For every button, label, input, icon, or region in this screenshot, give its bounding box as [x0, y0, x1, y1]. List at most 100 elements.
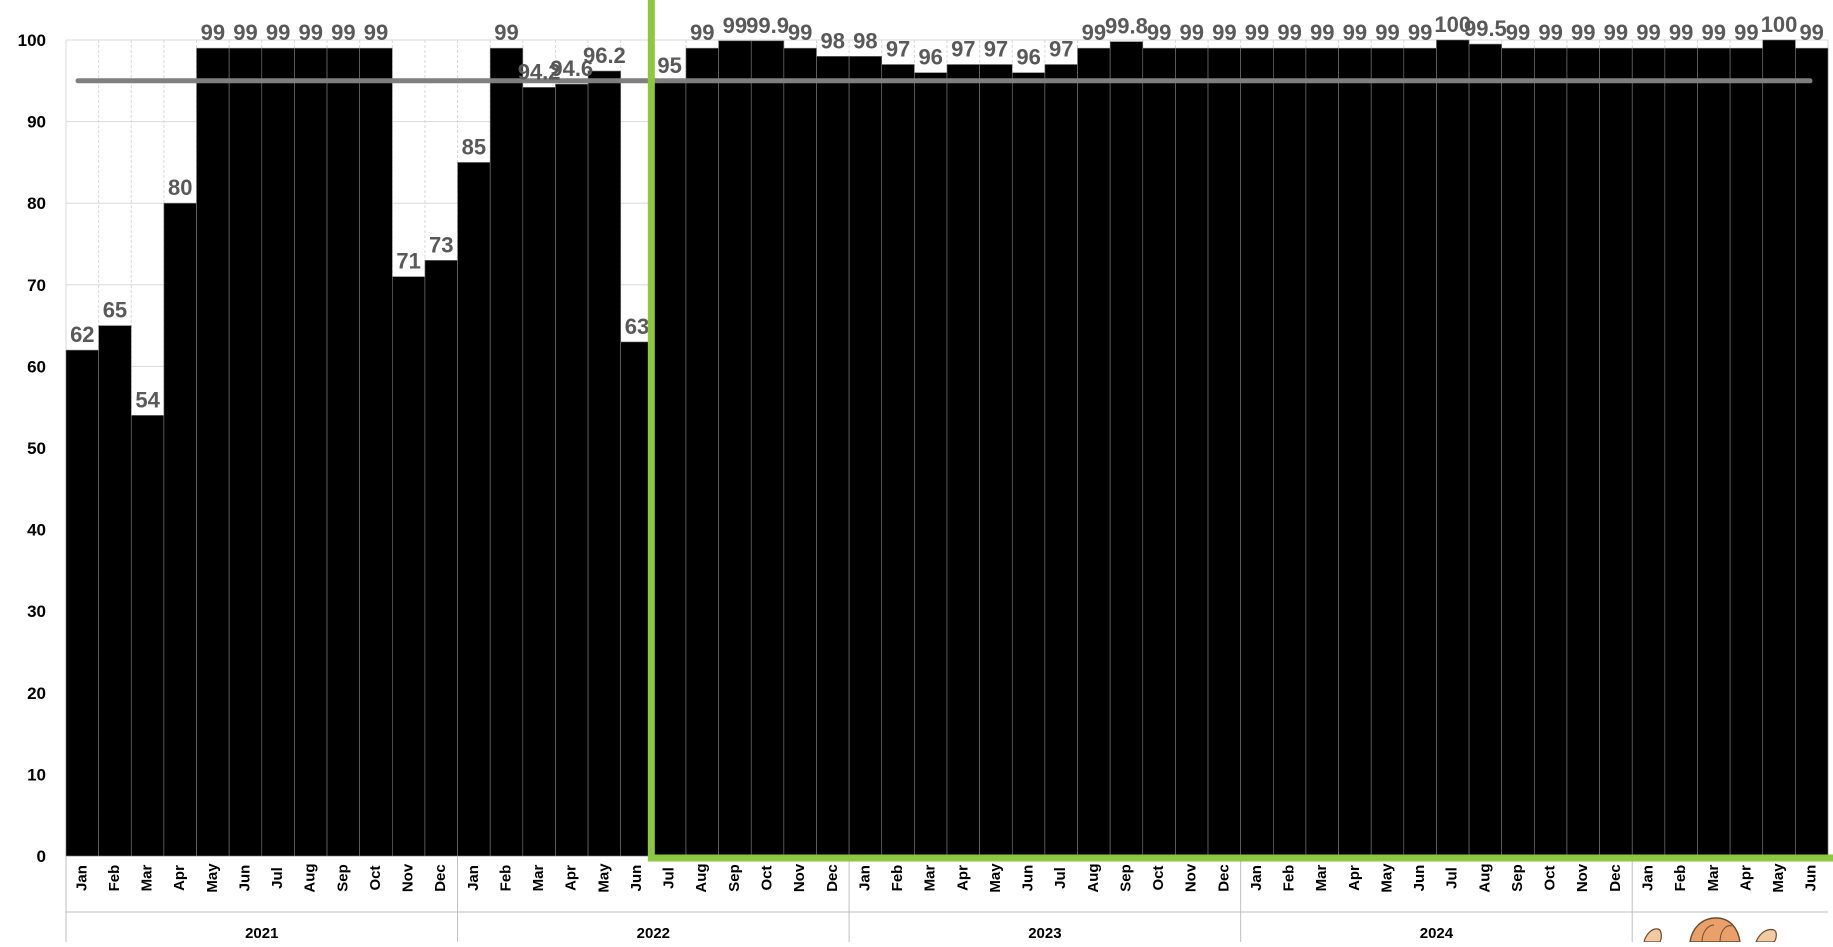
data-label: 80: [168, 175, 192, 200]
x-tick-label: Apr: [1346, 865, 1363, 891]
bar: [587, 70, 622, 857]
bar: [1240, 47, 1274, 857]
x-tick-label: May: [987, 863, 1004, 893]
x-tick-label: Oct: [367, 865, 384, 890]
x-tick-label: Mar: [1313, 865, 1330, 892]
y-tick-label: 70: [27, 276, 46, 295]
data-label: 99: [1669, 20, 1693, 45]
data-label: 62: [70, 322, 94, 347]
x-tick-label: Aug: [1476, 863, 1493, 892]
x-tick-label: Apr: [563, 865, 580, 891]
x-tick-label: Sep: [1509, 864, 1526, 892]
data-label: 96.2: [583, 43, 626, 68]
bar: [1305, 47, 1339, 857]
bar: [326, 47, 360, 857]
data-label: 99: [1636, 20, 1660, 45]
bar: [294, 47, 328, 857]
bar: [1175, 47, 1209, 857]
data-label: 99: [201, 20, 225, 45]
data-label: 99: [233, 20, 257, 45]
bar: [1011, 72, 1046, 857]
data-label: 71: [396, 249, 420, 274]
y-tick-label: 40: [27, 521, 46, 540]
x-tick-label: Jun: [1411, 865, 1428, 892]
x-tick-label: Jul: [1444, 867, 1461, 889]
bar: [1762, 39, 1796, 857]
data-label: 54: [135, 387, 160, 412]
y-tick-label: 60: [27, 357, 46, 376]
x-tick-label: Jul: [1052, 867, 1069, 889]
data-label: 96: [918, 45, 942, 70]
data-label: 99.8: [1105, 14, 1148, 39]
x-tick-label: Jan: [1640, 865, 1657, 891]
x-tick-label: Oct: [1150, 865, 1167, 890]
bar: [1566, 47, 1600, 857]
x-tick-label: Jul: [269, 867, 286, 889]
data-label: 99: [690, 20, 714, 45]
x-tick-label: Feb: [889, 865, 906, 892]
bar: [914, 72, 948, 857]
bar: [196, 47, 230, 857]
x-tick-label: Aug: [302, 863, 319, 892]
bar: [783, 47, 817, 857]
y-tick-label: 90: [27, 113, 46, 132]
bar: [1077, 47, 1111, 857]
x-tick-label: Jun: [1803, 865, 1820, 892]
bar: [1468, 43, 1503, 857]
x-tick-label: Nov: [791, 863, 808, 892]
data-label: 99: [1506, 20, 1530, 45]
bar: [750, 40, 785, 857]
bar: [261, 47, 295, 857]
data-label: 100: [1761, 12, 1798, 37]
data-label: 97: [886, 36, 910, 61]
x-tick-label: May: [204, 863, 221, 893]
x-tick-label: Jul: [661, 867, 678, 889]
x-tick-label: Nov: [1183, 863, 1200, 892]
data-label: 99: [364, 20, 388, 45]
data-label: 99: [298, 20, 322, 45]
x-tick-label: Dec: [432, 864, 449, 892]
data-label: 99: [1702, 20, 1726, 45]
bar: [1370, 47, 1405, 857]
data-label: 98: [853, 28, 877, 53]
x-tick-label: Aug: [693, 863, 710, 892]
x-tick-label: Aug: [1085, 863, 1102, 892]
bar: [391, 276, 426, 857]
data-label: 99: [331, 20, 355, 45]
x-tick-label: Jun: [1020, 865, 1037, 892]
year-label: 2021: [245, 925, 278, 942]
bar: [65, 349, 99, 857]
data-label: 99: [1179, 20, 1203, 45]
data-label: 65: [103, 298, 127, 323]
bar: [653, 80, 687, 857]
year-label: 2024: [1420, 925, 1454, 942]
x-tick-label: May: [1378, 863, 1395, 893]
bar: [1044, 64, 1078, 857]
x-tick-label: Apr: [1737, 865, 1754, 891]
year-label: 2023: [1028, 925, 1061, 942]
data-label: 99: [1277, 20, 1301, 45]
x-tick-label: Jun: [236, 865, 253, 892]
x-tick-label: Dec: [1607, 864, 1624, 892]
data-label: 94.6: [550, 56, 593, 81]
y-tick-label: 80: [27, 194, 46, 213]
y-tick-label: 30: [27, 602, 46, 621]
bar: [1436, 39, 1470, 857]
x-tick-label: Mar: [922, 865, 939, 892]
bar: [522, 87, 556, 857]
x-tick-label: Feb: [1281, 865, 1298, 892]
data-label: 99: [788, 20, 812, 45]
bar: [1599, 47, 1633, 857]
data-label: 99.5: [1464, 16, 1507, 41]
bar: [1207, 47, 1241, 857]
data-label: 97: [951, 36, 975, 61]
data-label: 99: [723, 13, 747, 38]
data-label: 99: [1799, 20, 1823, 45]
hand-illustration: [1643, 917, 1777, 942]
x-tick-label: Jun: [628, 865, 645, 892]
data-label: 99: [1310, 20, 1334, 45]
data-label: 99: [1571, 20, 1595, 45]
x-tick-label: May: [1770, 863, 1787, 893]
data-label: 99: [266, 20, 290, 45]
x-tick-label: Feb: [1672, 865, 1689, 892]
